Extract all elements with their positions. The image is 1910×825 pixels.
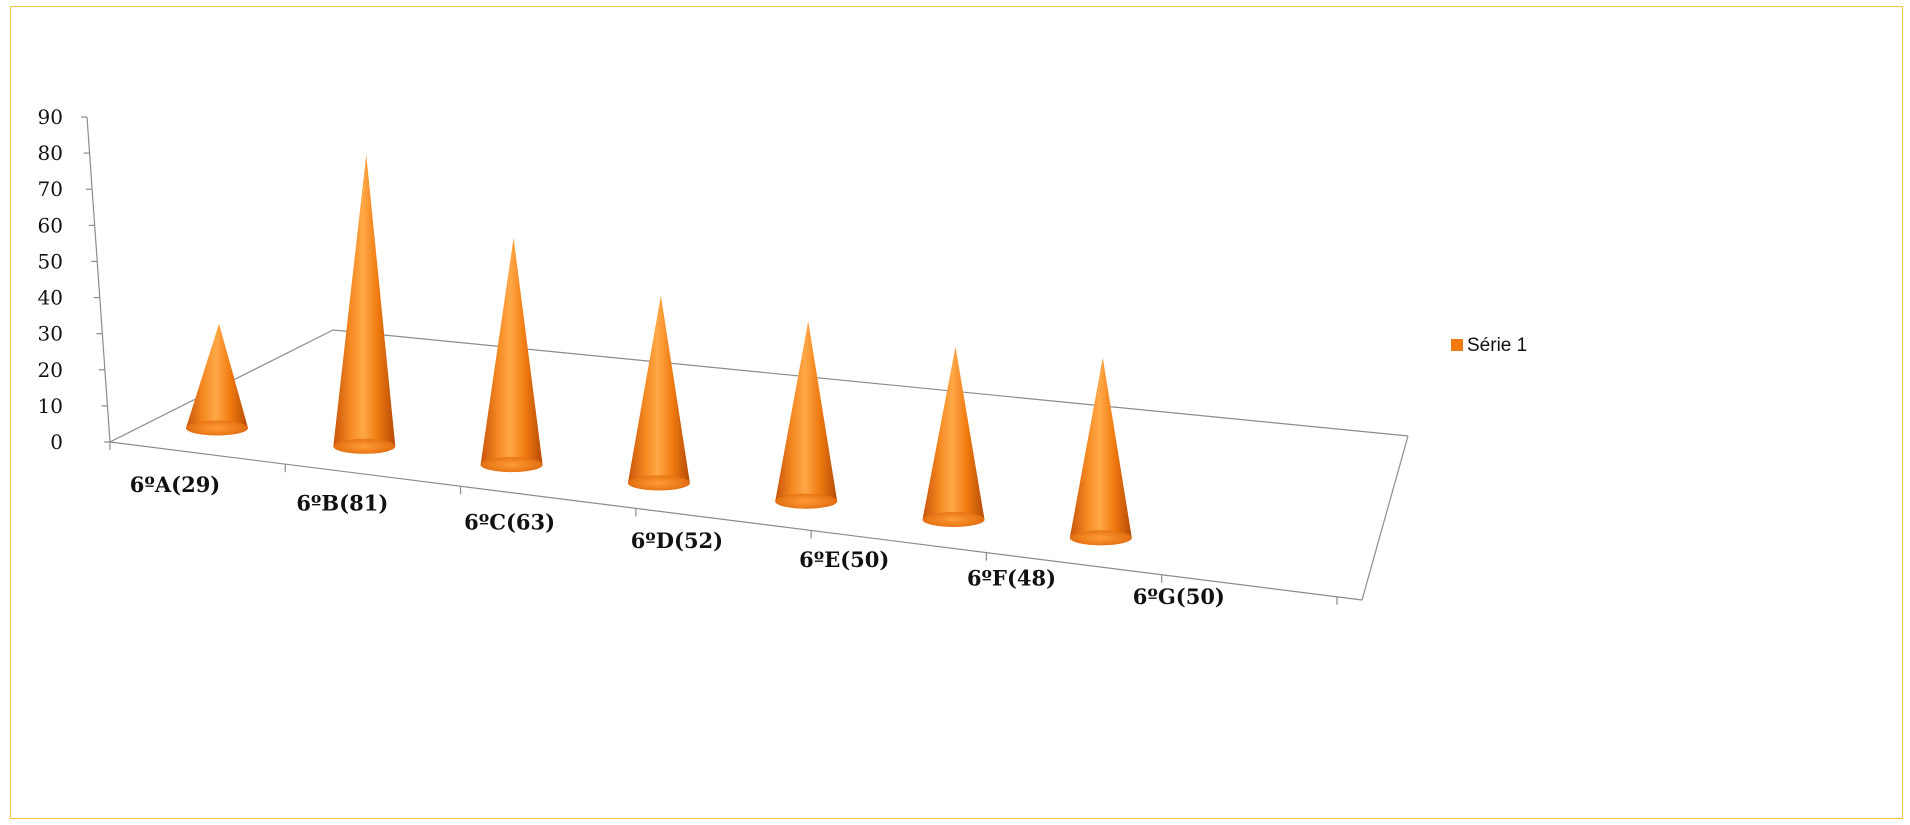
cone-bar	[775, 321, 838, 509]
x-tick-label: 6ºF(48)	[967, 566, 1056, 591]
legend-label: Série 1	[1467, 335, 1527, 356]
y-tick-label: 20	[38, 358, 63, 382]
x-tick-label: 6ºD(52)	[631, 528, 723, 553]
cone-base	[922, 512, 985, 527]
legend: Série 1	[1451, 335, 1527, 356]
x-tick-label: 6ºG(50)	[1133, 584, 1225, 609]
cone-bar	[922, 346, 985, 527]
y-tick-label: 10	[38, 394, 63, 418]
cone-body	[333, 154, 396, 454]
cone-base	[186, 420, 248, 436]
x-tick-label: 6ºB(81)	[296, 491, 388, 516]
cone-bar	[333, 154, 396, 454]
x-tick-label: 6ºA(29)	[130, 472, 221, 497]
floor-edge	[1361, 435, 1409, 601]
x-tick-label: 6ºE(50)	[799, 547, 889, 572]
x-axis-line	[109, 441, 1363, 601]
cone-base	[333, 438, 396, 454]
x-tick-label: 6ºC(63)	[464, 509, 555, 534]
y-tick-label: 30	[38, 322, 63, 346]
cone-body	[922, 346, 985, 527]
y-tick-label: 50	[38, 249, 63, 273]
cone-bar	[186, 323, 248, 436]
legend-swatch	[1451, 339, 1463, 351]
y-tick-label: 0	[50, 430, 63, 454]
cone-body	[1069, 357, 1132, 546]
cone-bar	[1069, 357, 1132, 546]
cone-bar	[627, 295, 690, 491]
cone-base	[627, 475, 690, 491]
cone-body	[480, 237, 543, 473]
cone-base	[1069, 530, 1132, 546]
cone-body	[186, 323, 248, 436]
cone-body	[627, 295, 690, 491]
y-tick-label: 80	[38, 141, 63, 165]
y-tick-label: 70	[38, 177, 63, 201]
cone-base	[480, 457, 543, 473]
y-axis-line	[86, 116, 111, 443]
cone-base	[775, 493, 838, 509]
y-tick-label: 60	[38, 213, 63, 237]
y-tick-label: 40	[38, 286, 63, 310]
y-tick-label: 90	[38, 105, 63, 129]
cone-bar	[480, 237, 543, 473]
cone-body	[775, 321, 838, 509]
